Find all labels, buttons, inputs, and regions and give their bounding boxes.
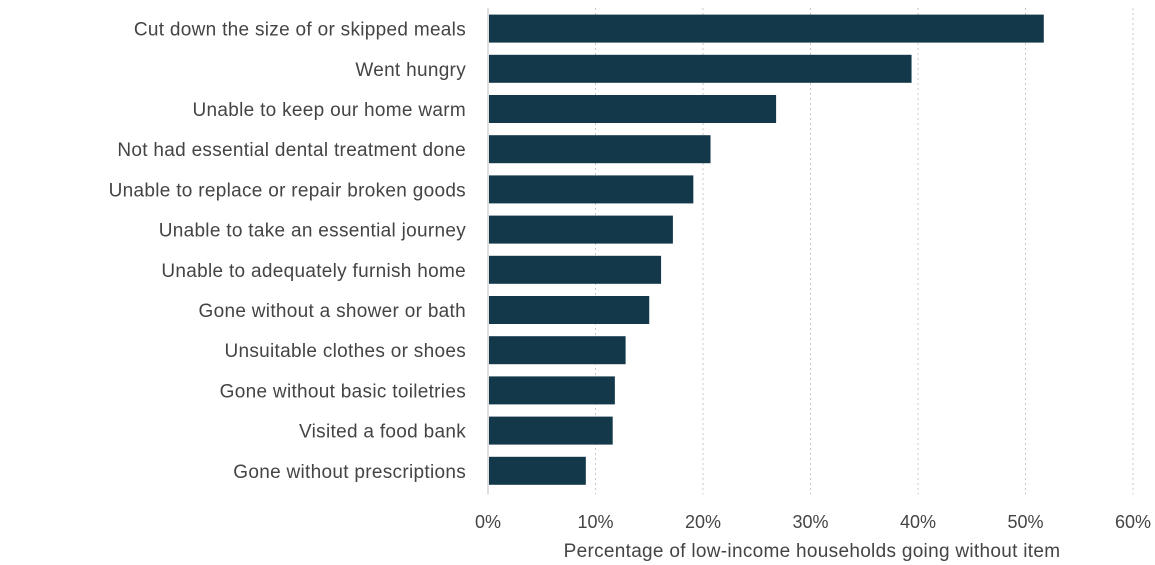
category-label: Unable to keep our home warm <box>193 100 466 121</box>
x-axis-title: Percentage of low-income households goin… <box>564 541 1061 562</box>
category-label: Went hungry <box>355 60 466 81</box>
x-tick-label: 30% <box>792 512 828 532</box>
bar <box>489 135 711 164</box>
x-tick-label: 0% <box>475 512 501 532</box>
bar <box>489 456 586 485</box>
bar <box>489 14 1044 43</box>
bar <box>489 175 694 204</box>
x-tick-labels: 0% 10% 20% 30% 40% 50% 60% <box>475 512 1151 532</box>
bar <box>489 54 912 83</box>
category-label: Unable to replace or repair broken goods <box>109 180 466 201</box>
bar <box>489 255 662 284</box>
category-label: Visited a food bank <box>299 422 466 443</box>
bars <box>489 14 1044 485</box>
category-labels: Cut down the size of or skipped meals Wen… <box>109 20 467 483</box>
category-label: Unable to adequately furnish home <box>161 261 466 282</box>
x-tick-label: 10% <box>577 512 613 532</box>
bar <box>489 215 673 244</box>
gridlines <box>595 8 1134 495</box>
category-label: Unable to take an essential journey <box>159 221 467 242</box>
x-tick-label: 20% <box>685 512 721 532</box>
category-label: Gone without a shower or bath <box>199 301 466 322</box>
x-tick-label: 60% <box>1115 512 1151 532</box>
category-label: Not had essential dental treatment done <box>117 140 466 161</box>
category-label: Cut down the size of or skipped meals <box>134 20 466 41</box>
bar <box>489 376 615 405</box>
bar <box>489 416 613 445</box>
x-tick-label: 40% <box>900 512 936 532</box>
category-label: Unsuitable clothes or shoes <box>224 341 466 362</box>
x-tick-label: 50% <box>1007 512 1043 532</box>
category-label: Gone without basic toiletries <box>220 381 466 402</box>
bar <box>489 336 626 365</box>
bar <box>489 296 650 324</box>
bar <box>489 95 777 123</box>
category-label: Gone without prescriptions <box>233 462 466 483</box>
